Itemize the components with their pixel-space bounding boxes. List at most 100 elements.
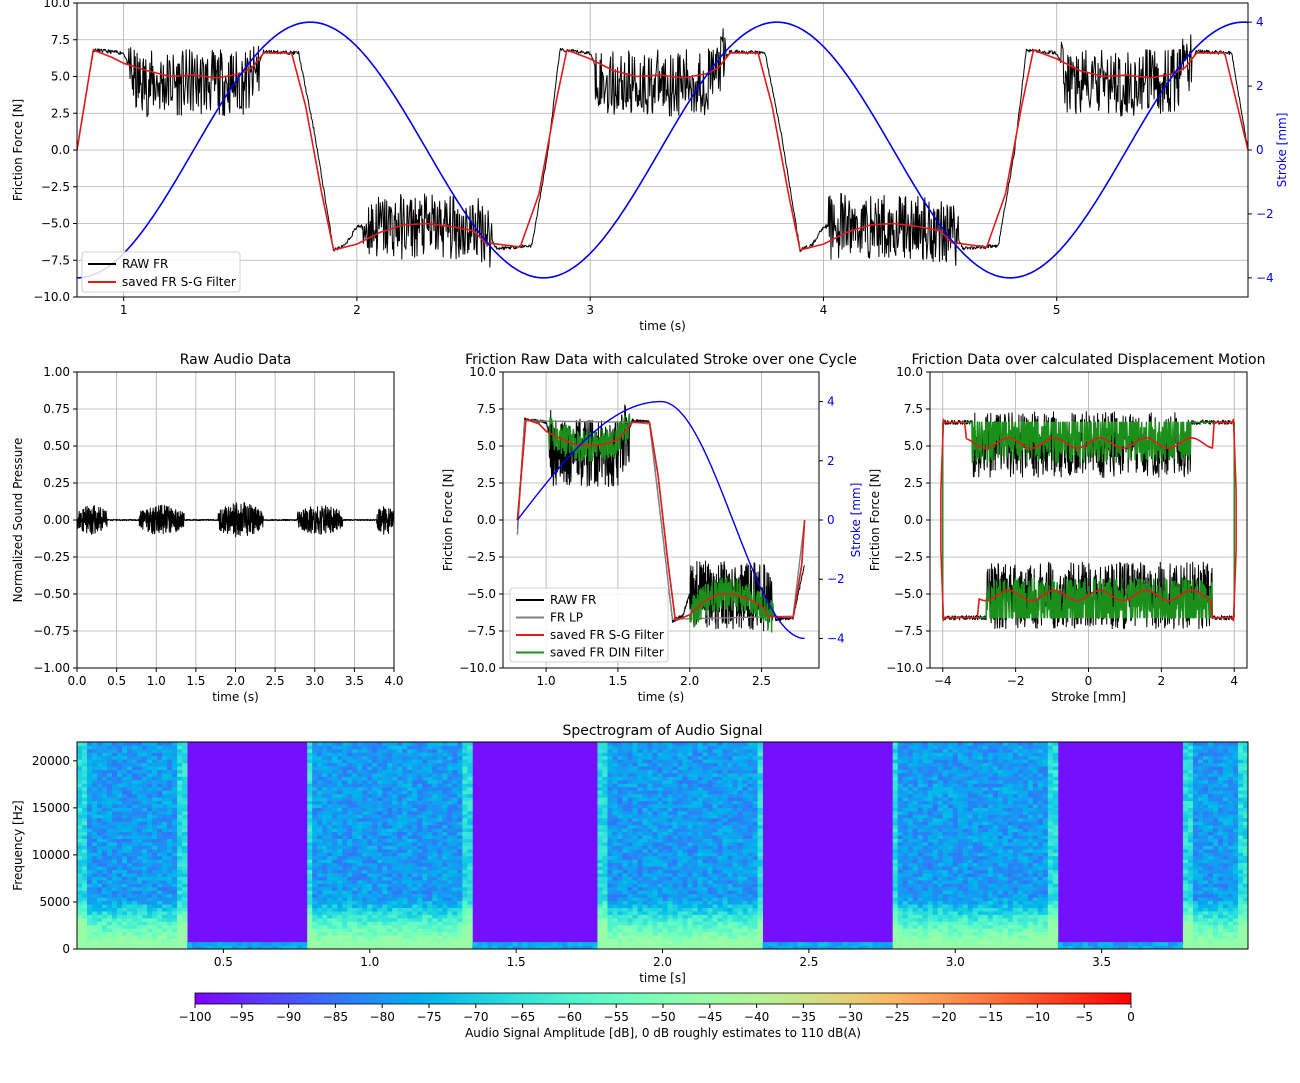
- heatmap-cell: [332, 776, 338, 781]
- heatmap-cell: [347, 911, 353, 915]
- heatmap-cell: [87, 897, 93, 902]
- heatmap-cell: [312, 876, 318, 881]
- heatmap-cell: [677, 800, 683, 805]
- heatmap-cell: [692, 931, 698, 936]
- heatmap-cell: [82, 883, 88, 888]
- heatmap-cell: [392, 814, 398, 819]
- heatmap-cell: [677, 759, 683, 764]
- heatmap-cell: [447, 773, 453, 777]
- heatmap-cell: [137, 762, 143, 767]
- heatmap-cell: [357, 900, 363, 905]
- heatmap-cell: [102, 828, 108, 833]
- sg-filter-series: [940, 418, 1237, 622]
- heatmap-cell: [382, 893, 388, 898]
- heatmap-cell: [672, 883, 678, 888]
- heatmap-cell: [352, 862, 358, 867]
- heatmap-cell: [312, 824, 318, 829]
- heatmap-cell: [647, 769, 653, 774]
- heatmap-cell: [167, 776, 173, 781]
- heatmap-cell: [597, 793, 603, 798]
- heatmap-cell: [337, 876, 343, 881]
- heatmap-cell: [662, 886, 668, 891]
- heatmap-cell: [687, 921, 693, 926]
- heatmap-cell: [682, 931, 688, 936]
- heatmap-cell: [357, 769, 363, 774]
- heatmap-cell: [442, 890, 448, 895]
- heatmap-cell: [552, 945, 558, 950]
- heatmap-cell: [627, 848, 633, 853]
- heatmap-cell: [667, 762, 673, 767]
- heatmap-cell: [327, 790, 333, 795]
- heatmap-cell: [172, 880, 178, 884]
- heatmap-cell: [307, 938, 313, 943]
- heatmap-cell: [687, 917, 693, 922]
- heatmap-cell: [652, 800, 658, 805]
- heatmap-cell: [462, 776, 468, 781]
- heatmap-cell: [342, 914, 348, 919]
- heatmap-cell: [657, 848, 663, 853]
- heatmap-cell: [97, 842, 103, 846]
- heatmap-cell: [372, 769, 378, 774]
- heatmap-cell: [342, 873, 348, 877]
- heatmap-cell: [347, 752, 353, 757]
- heatmap-cell: [427, 883, 433, 888]
- heatmap-cell: [457, 852, 463, 857]
- heatmap-cell: [92, 783, 98, 788]
- heatmap-cell: [77, 828, 83, 833]
- heatmap-cell: [627, 859, 633, 864]
- heatmap-cell: [112, 897, 118, 902]
- heatmap-cell: [652, 759, 658, 764]
- heatmap-cell: [142, 852, 148, 857]
- heatmap-cell: [352, 935, 358, 940]
- heatmap-cell: [692, 866, 698, 871]
- heatmap-cell: [177, 773, 183, 777]
- heatmap-cell: [397, 769, 403, 774]
- heatmap-cell: [642, 811, 648, 815]
- heatmap-cell: [452, 779, 458, 784]
- heatmap-cell: [622, 793, 628, 798]
- heatmap-cell: [687, 845, 693, 850]
- heatmap-cell: [407, 742, 413, 746]
- heatmap-cell: [322, 904, 328, 908]
- heatmap-cell: [697, 797, 703, 802]
- heatmap-cell: [677, 745, 683, 750]
- heatmap-cell: [467, 931, 473, 936]
- heatmap-cell: [377, 883, 383, 888]
- heatmap-cell: [327, 904, 333, 908]
- heatmap-cell: [437, 797, 443, 802]
- heatmap-cell: [687, 762, 693, 767]
- heatmap-cell: [317, 814, 323, 819]
- heatmap-cell: [487, 945, 493, 950]
- heatmap-cell: [402, 800, 408, 805]
- heatmap-cell: [452, 848, 458, 853]
- heatmap-cell: [672, 904, 678, 908]
- heatmap-cell: [352, 800, 358, 805]
- heatmap-cell: [702, 752, 708, 757]
- heatmap-cell: [392, 897, 398, 902]
- heatmap-cell: [447, 769, 453, 774]
- heatmap-cell: [697, 897, 703, 902]
- heatmap-cell: [317, 876, 323, 881]
- heatmap-cell: [382, 907, 388, 912]
- heatmap-cell: [622, 890, 628, 895]
- heatmap-cell: [392, 848, 398, 853]
- heatmap-cell: [662, 817, 668, 822]
- heatmap-cell: [422, 945, 428, 950]
- heatmap-cell: [312, 924, 318, 929]
- heatmap-cell: [97, 831, 103, 836]
- heatmap-cell: [342, 852, 348, 857]
- heatmap-cell: [642, 859, 648, 864]
- heatmap-cell: [637, 828, 643, 833]
- heatmap-cell: [432, 752, 438, 757]
- heatmap-cell: [617, 904, 623, 908]
- heatmap-cell: [122, 793, 128, 798]
- heatmap-cell: [92, 800, 98, 805]
- heatmap-cell: [307, 769, 313, 774]
- heatmap-cell: [647, 835, 653, 839]
- heatmap-cell: [167, 745, 173, 750]
- heatmap-cell: [687, 752, 693, 757]
- heatmap-cell: [652, 869, 658, 874]
- y-axis-label: Friction Force [N]: [11, 99, 25, 201]
- heatmap-cell: [467, 814, 473, 819]
- heatmap-cell: [702, 942, 708, 946]
